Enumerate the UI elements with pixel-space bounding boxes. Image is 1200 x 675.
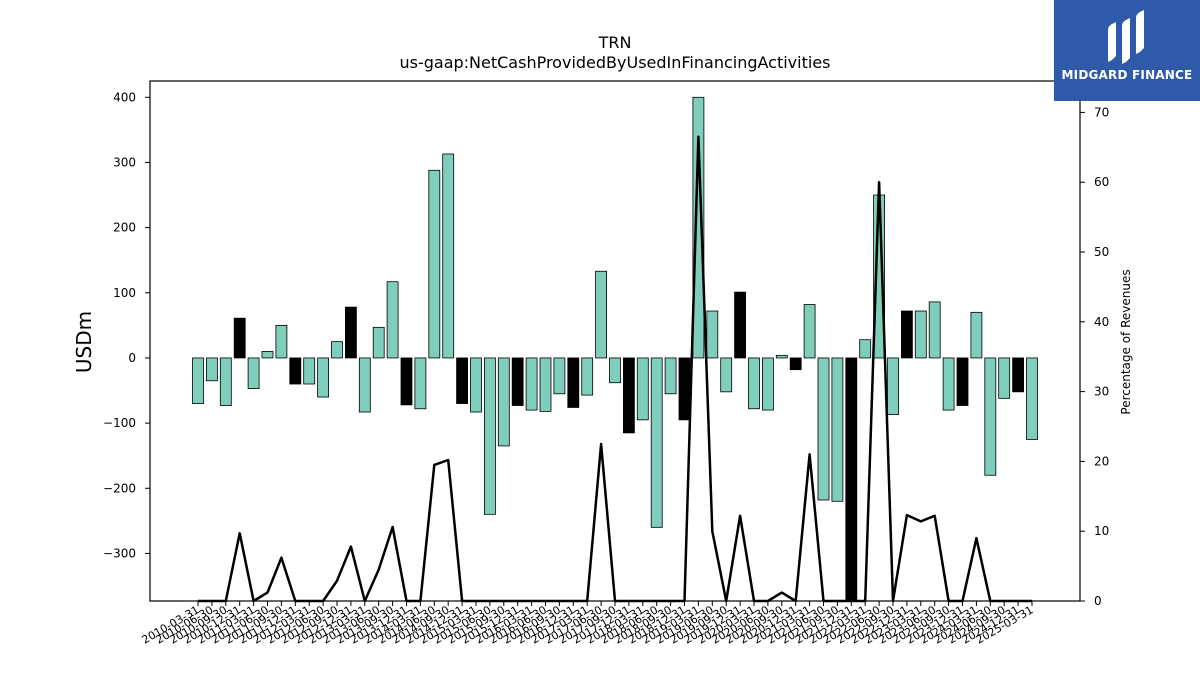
bar-2016-03-31 xyxy=(525,357,538,411)
bar-2023-09-30 xyxy=(942,357,955,411)
bar-2011-12-31 xyxy=(289,357,302,385)
bar-2012-09-30 xyxy=(331,341,343,359)
bar-2018-09-30 xyxy=(664,357,677,395)
bar-2021-06-30 xyxy=(817,357,830,501)
bar-2023-12-31 xyxy=(956,357,969,406)
bar-2017-09-30 xyxy=(609,357,621,384)
bar-2015-12-31 xyxy=(511,357,524,406)
bar-2025-03-31 xyxy=(1026,357,1038,440)
bar-2013-03-31 xyxy=(358,357,371,413)
bar-2024-06-30 xyxy=(984,357,997,476)
bar-2018-06-30 xyxy=(650,357,663,528)
y-right-tick-label: 50 xyxy=(1094,245,1109,259)
bar-2016-12-31 xyxy=(567,357,580,408)
bar-2017-03-31 xyxy=(581,357,594,396)
bar-2014-03-31 xyxy=(414,357,427,410)
bar-2021-09-30 xyxy=(831,357,844,502)
bar-2013-09-30 xyxy=(386,281,399,359)
bar-2024-03-31 xyxy=(970,311,983,359)
bar-2024-12-31 xyxy=(1012,357,1024,393)
bar-2011-03-31 xyxy=(247,357,260,389)
bar-2020-06-30 xyxy=(762,357,774,411)
bar-2012-06-30 xyxy=(317,357,330,398)
y-axis-left: −300 −200 −100 0 100 200 300 400 xyxy=(103,90,150,560)
y-tick-label: 400 xyxy=(113,90,136,104)
bar-2020-12-31 xyxy=(789,357,802,371)
bar-2014-12-31 xyxy=(456,357,469,404)
y-axis-right: 0 10 20 30 40 50 60 70 xyxy=(1080,105,1109,608)
bar-2023-06-30 xyxy=(928,301,941,359)
bar-2012-03-31 xyxy=(303,357,316,385)
y-axis-label-right: Percentage of Revenues xyxy=(1119,269,1133,414)
bar-2011-06-30 xyxy=(261,351,274,359)
y-right-tick-label: 20 xyxy=(1094,454,1109,468)
plot-frame xyxy=(149,80,1081,602)
bar-2018-03-31 xyxy=(636,357,649,421)
y-right-tick-label: 10 xyxy=(1094,524,1109,538)
bar-2014-06-30 xyxy=(428,169,441,359)
bar-2017-06-30 xyxy=(595,270,607,359)
y-right-tick-label: 0 xyxy=(1094,594,1102,608)
bar-2016-09-30 xyxy=(553,357,566,395)
bar-2013-06-30 xyxy=(372,326,385,359)
bar-2022-03-31 xyxy=(859,339,872,359)
bar-2010-03-31 xyxy=(192,357,204,404)
y-tick-label: 0 xyxy=(128,351,136,365)
y-right-tick-label: 30 xyxy=(1094,385,1109,399)
bar-2020-09-30 xyxy=(775,354,788,359)
bar-2024-09-30 xyxy=(998,357,1011,399)
logo-text: MIDGARD FINANCE xyxy=(1061,68,1193,82)
bar-2010-06-30 xyxy=(205,357,218,382)
y-tick-label: −100 xyxy=(103,416,136,430)
bar-2010-12-31 xyxy=(233,317,246,359)
bar-2019-09-30 xyxy=(720,357,733,393)
bar-2015-09-30 xyxy=(497,357,510,447)
bar-2012-12-31 xyxy=(344,306,357,359)
bar-series xyxy=(192,96,1038,602)
bar-2021-03-31 xyxy=(803,304,816,359)
bar-2015-06-30 xyxy=(483,357,496,515)
bar-2010-09-30 xyxy=(219,357,232,406)
bar-2022-12-31 xyxy=(901,310,913,359)
bar-2018-12-31 xyxy=(678,357,691,421)
brand-logo: MIDGARD FINANCE xyxy=(1054,0,1200,101)
bar-2022-09-30 xyxy=(887,357,899,416)
y-right-tick-label: 60 xyxy=(1094,175,1109,189)
y-tick-label: −200 xyxy=(103,481,136,495)
bar-2020-03-31 xyxy=(748,357,760,410)
bar-2019-03-31 xyxy=(692,96,705,359)
y-tick-label: −300 xyxy=(103,546,136,560)
y-axis-label-left: USDm xyxy=(72,311,96,373)
bar-2016-06-30 xyxy=(539,357,552,412)
bar-2021-12-31 xyxy=(845,357,858,602)
bar-2015-03-31 xyxy=(470,357,482,413)
chart-subtitle: us-gaap:NetCashProvidedByUsedInFinancing… xyxy=(399,53,830,72)
y-tick-label: 100 xyxy=(113,286,136,300)
bar-2019-06-30 xyxy=(706,310,719,359)
y-right-tick-label: 70 xyxy=(1094,105,1109,119)
midgard-logo-icon xyxy=(1108,10,1144,64)
bar-2013-12-31 xyxy=(400,357,413,406)
y-right-tick-label: 40 xyxy=(1094,315,1109,329)
y-tick-label: 200 xyxy=(113,221,136,235)
bar-2023-03-31 xyxy=(914,310,927,359)
bar-2011-09-30 xyxy=(275,324,288,359)
bar-2019-12-31 xyxy=(734,291,746,359)
bar-2014-09-30 xyxy=(442,153,455,359)
bar-2017-12-31 xyxy=(623,357,635,434)
y-tick-label: 300 xyxy=(113,155,136,169)
chart-title: TRN xyxy=(598,33,632,52)
x-axis: 2010-03-312010-06-302010-09-302010-12-31… xyxy=(140,601,1036,647)
